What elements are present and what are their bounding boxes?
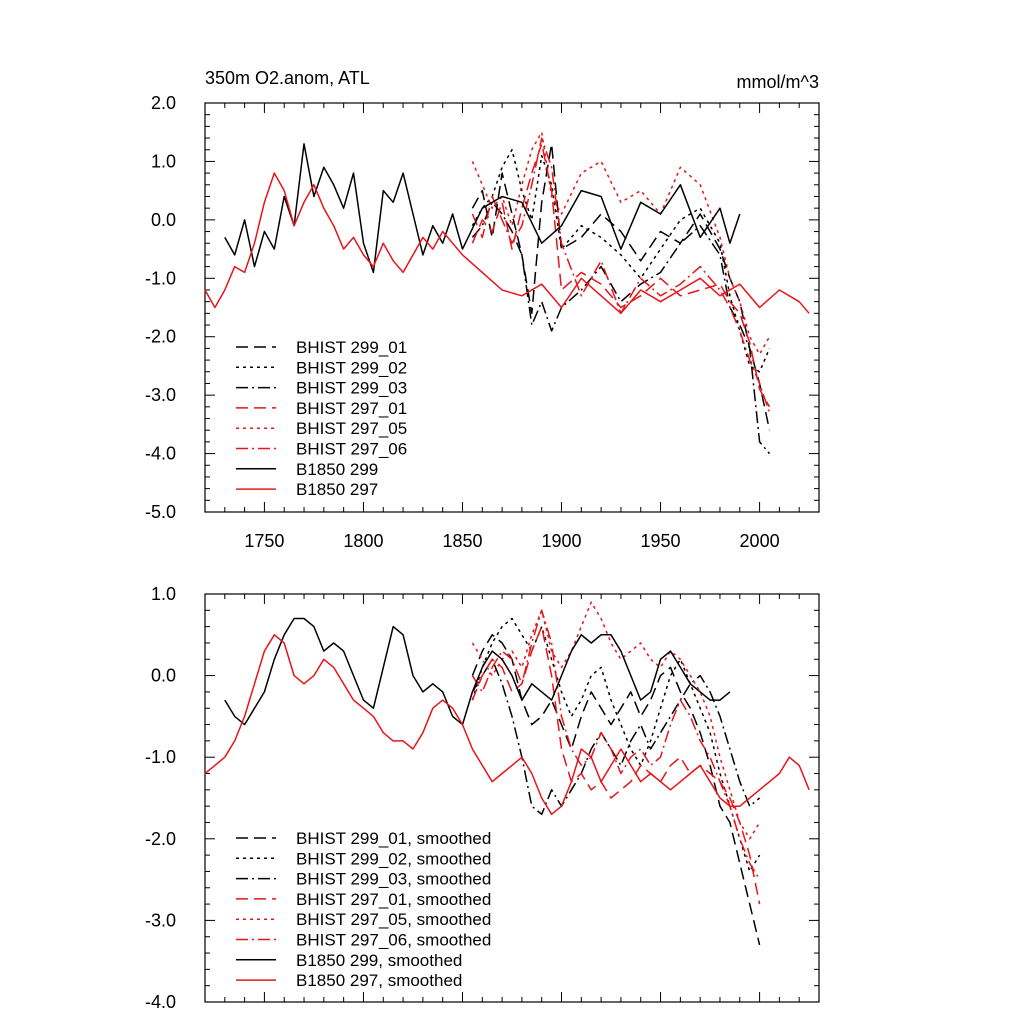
series-line [471,634,761,946]
series-line [204,172,810,315]
bottom-panel: 1.0 0.0 -1.0 -2.0 -3.0 -4.0 BHIST 299_01, smoo… [145,584,820,1012]
legend-label: BHIST 297_06 [296,440,407,459]
figure-title: 350m O2.anom, ATL [205,68,370,88]
series-line [224,143,741,274]
legend-label: B1850 297, smoothed [296,971,462,990]
legend-label: BHIST 297_01, smoothed [296,890,491,909]
series-line [224,617,731,726]
y-tick-label: 0.0 [151,666,176,686]
y-tick-label: -2.0 [145,829,176,849]
legend-label: BHIST 299_03, smoothed [296,870,491,889]
legend-label: BHIST 299_03 [296,379,407,398]
series-line [471,617,761,873]
series-line [471,143,771,431]
y-tick-label: -5.0 [145,502,176,522]
y-tick-label: -1.0 [145,268,176,288]
units-label: mmol/m^3 [737,72,819,92]
series-line [471,609,761,880]
y-tick-label: -4.0 [145,992,176,1012]
y-tick-label: -3.0 [145,385,176,405]
series-line [204,634,810,816]
legend-label: B1850 299, smoothed [296,951,462,970]
series-line [471,143,771,408]
series-line [471,625,761,905]
y-tick-label: -2.0 [145,327,176,347]
series-line [471,137,771,413]
legend-label: BHIST 299_02, smoothed [296,849,491,868]
x-tick-label: 1900 [541,531,581,551]
plot-frame [204,593,820,1003]
legend-label: B1850 297 [296,480,378,499]
y-tick-label: -1.0 [145,747,176,767]
legend-label: BHIST 297_01 [296,399,407,418]
series-line [471,148,771,373]
y-tick-label: 1.0 [151,584,176,604]
top-panel: 1750 1800 1850 1900 1950 2000 2.0 1.0 0.0 -1.0 -2.… [145,93,820,551]
series-line [471,131,771,355]
x-tick-label: 1950 [641,531,681,551]
x-tick-label: 1800 [343,531,383,551]
legend-label: BHIST 297_05, smoothed [296,910,491,929]
legend-label: BHIST 297_05 [296,419,407,438]
legend-label: BHIST 297_06, smoothed [296,931,491,950]
x-tick-label: 1750 [244,531,284,551]
legend-label: BHIST 299_01, smoothed [296,829,491,848]
x-tick-label: 1850 [442,531,482,551]
legend-label: BHIST 299_01 [296,338,407,357]
y-tick-label: 0.0 [151,210,176,230]
y-tick-label: -3.0 [145,910,176,930]
plot-frame [204,102,820,513]
legend-label: B1850 299 [296,460,378,479]
y-tick-label: 1.0 [151,151,176,171]
series-line [471,201,771,455]
y-tick-label: 2.0 [151,93,176,113]
y-tick-label: -4.0 [145,444,176,464]
x-tick-label: 2000 [740,531,780,551]
series-line [471,601,761,840]
legend-label: BHIST 299_02 [296,358,407,377]
